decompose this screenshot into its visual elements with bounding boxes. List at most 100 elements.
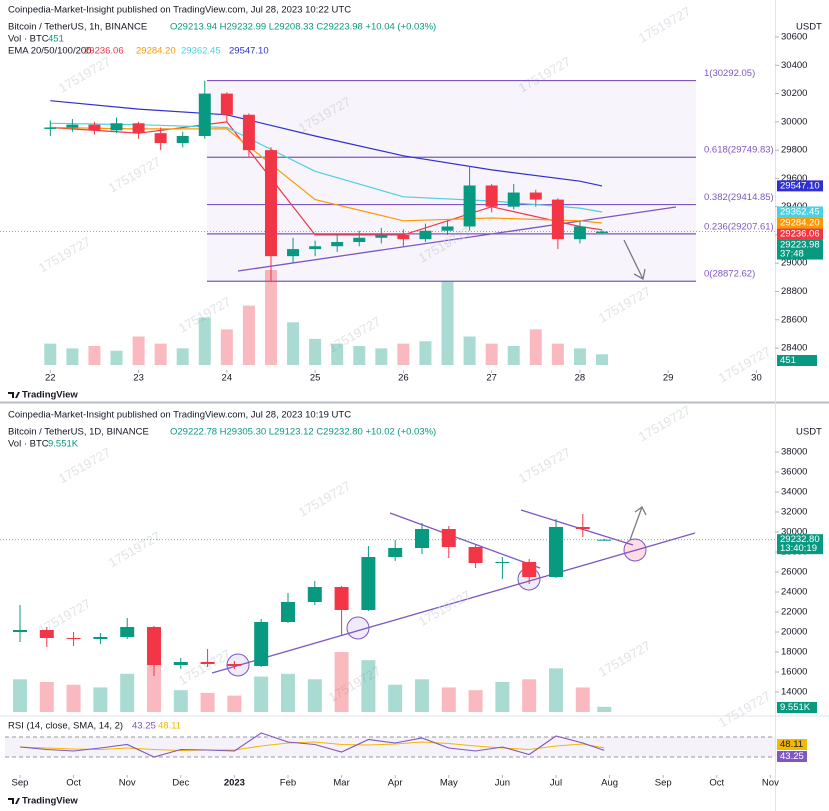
price-tag [777, 228, 823, 240]
trend-line [237, 206, 677, 272]
price-tag [777, 217, 823, 229]
volume-bar [12, 679, 27, 712]
candle-body [227, 664, 242, 666]
volume-bar [39, 682, 54, 712]
x-tick-label: 22 [45, 373, 56, 384]
ema-legend-value: 29284.20 [136, 46, 176, 57]
volume-tag [777, 355, 817, 366]
x-tick-label: Oct [66, 778, 81, 789]
rsi-tag-label: 43.25 [780, 751, 804, 762]
candle-body [414, 529, 429, 548]
y-tick-label: 34000 [781, 487, 807, 498]
x-tick-label: Sep [655, 778, 672, 789]
volume-bar [463, 336, 476, 365]
candle-body [66, 638, 81, 639]
ema-legend-value: 29236.06 [84, 46, 124, 57]
candle-body [120, 627, 135, 637]
y-tick-label: 28800 [781, 286, 807, 297]
volume-bar [88, 346, 101, 365]
price-tag [777, 534, 823, 555]
volume-bar [146, 662, 161, 712]
candle-body [39, 630, 54, 638]
volume-bar [44, 343, 57, 365]
volume-bar [176, 348, 189, 365]
price-tag [777, 239, 823, 260]
x-tick-label: Nov [119, 778, 136, 789]
volume-bar [397, 343, 410, 365]
arrow [623, 239, 644, 280]
rsi-label: RSI (14, close, SMA, 14, 2) [8, 721, 123, 732]
y-tick-label: 28600 [781, 314, 807, 325]
x-tick-label: 26 [398, 373, 409, 384]
y-tick-label: 18000 [781, 647, 807, 658]
x-tick-label: May [440, 778, 458, 789]
candle-body [463, 185, 476, 227]
volume-bar [353, 346, 366, 365]
y-tick-label: 26000 [781, 567, 807, 578]
rsi-tag [777, 751, 807, 762]
volume-bar [334, 652, 349, 712]
ema-line [50, 100, 603, 187]
y-tick-label: 14000 [781, 687, 807, 698]
candle-body [220, 93, 233, 115]
candle-body [575, 527, 590, 529]
x-tick-label: 23 [133, 373, 144, 384]
countdown: 37:48 [780, 249, 804, 260]
y-tick-label: 24000 [781, 587, 807, 598]
candle-body [44, 127, 57, 129]
volume-bar [200, 692, 215, 712]
rsi-line [19, 732, 605, 758]
candle-body [522, 562, 537, 577]
ema-line [50, 126, 603, 224]
volume-bar [93, 687, 108, 712]
ohlc-values: O29213.94 H29232.99 L29208.33 C29223.98 … [170, 22, 436, 33]
rsi-legend-sma: 48.11 [158, 721, 181, 732]
x-tick-label: Sep [12, 778, 29, 789]
x-tick-label: 24 [222, 373, 233, 384]
candle-body [110, 123, 123, 131]
volume-bar [120, 673, 135, 712]
volume-bar [595, 354, 608, 365]
rsi-sma-line [19, 741, 605, 752]
candle-body [441, 226, 454, 231]
volume-bar [551, 343, 564, 365]
x-tick-label: Jul [550, 778, 562, 789]
rsi-sma-tag-label: 48.11 [780, 739, 803, 750]
volume-bar [495, 682, 510, 712]
candle-body [88, 124, 101, 131]
volume-bar [309, 338, 322, 365]
candle-body [468, 547, 483, 563]
volume-bar [154, 343, 167, 365]
candle-body [375, 234, 388, 238]
candle-body [307, 587, 322, 602]
arrow [629, 506, 643, 541]
volume-bar [264, 270, 277, 365]
y-tick-label: 28400 [781, 343, 807, 354]
y-tick-label: 16000 [781, 667, 807, 678]
volume-tag-label: 9.551K [780, 702, 811, 713]
y-tick-label: 30400 [781, 60, 807, 71]
x-tick-label: 25 [310, 373, 321, 384]
x-tick-label: Nov [762, 778, 779, 789]
arrow-head [634, 506, 647, 516]
candle-body [551, 199, 564, 240]
volume-bar [485, 343, 498, 365]
candle-body [198, 93, 211, 136]
candle-body [441, 529, 456, 547]
candle-body [176, 135, 189, 144]
y-tick-label: 30000 [781, 527, 807, 538]
trend-line [389, 512, 541, 569]
volume-bar [173, 690, 188, 712]
y-tick-label: 29000 [781, 258, 807, 269]
ema-legend-value: 29362.45 [181, 46, 221, 57]
volume-bar [220, 329, 233, 365]
candle-body [485, 185, 498, 207]
candle-body [93, 637, 108, 639]
candle-body [507, 192, 520, 207]
volume-bar [287, 322, 300, 365]
candle-body [353, 237, 366, 243]
rsi-sma-tag [777, 739, 807, 750]
footer-brand: TradingView [22, 796, 78, 807]
volume-bar [414, 679, 429, 712]
